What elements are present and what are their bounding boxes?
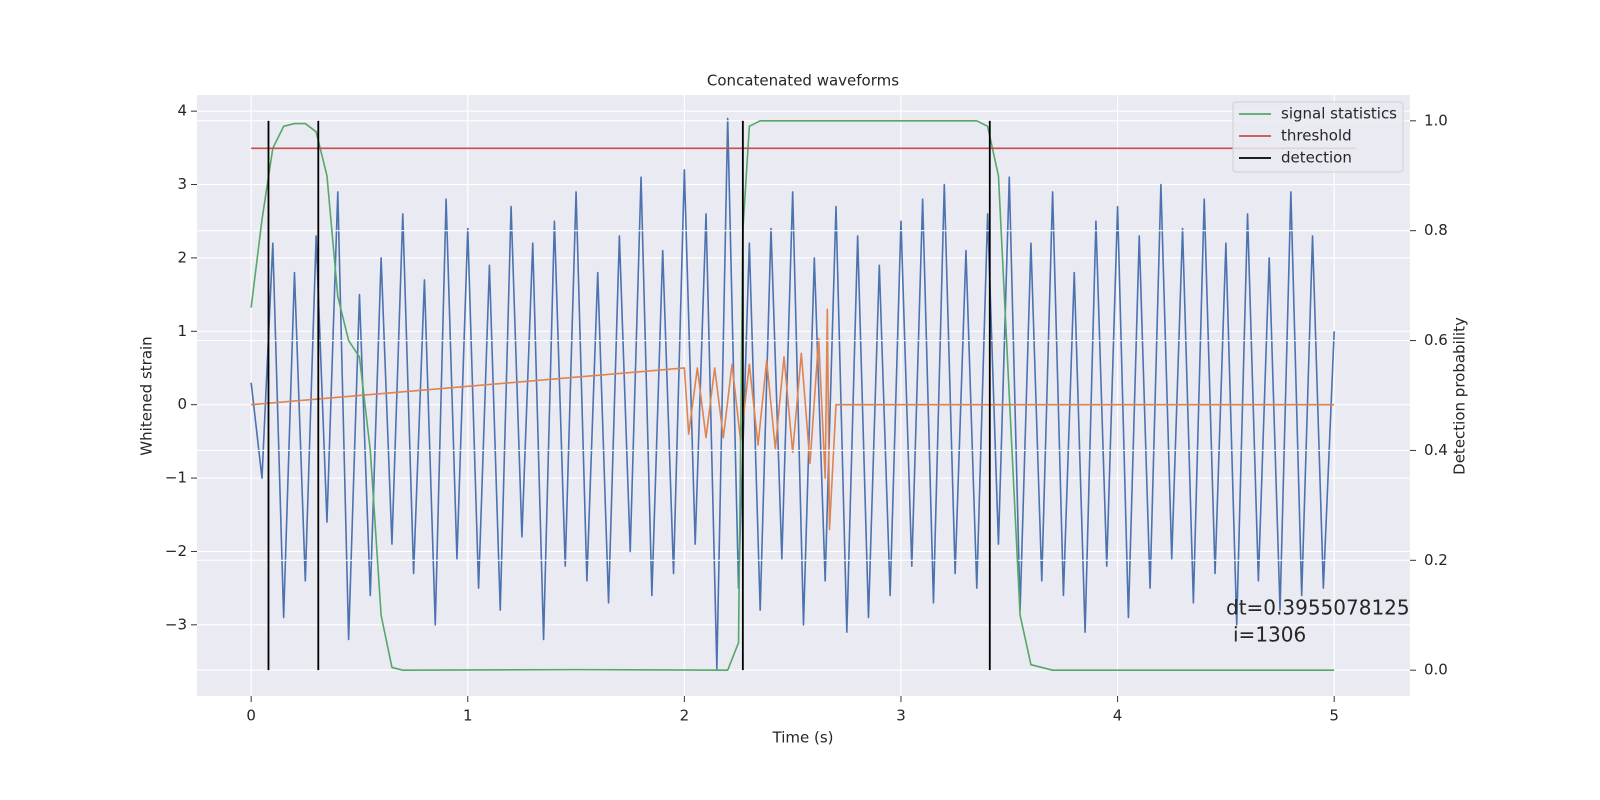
line: [250, 117, 1335, 670]
x-tick-label: 5: [1329, 707, 1339, 725]
line: [250, 120, 1335, 671]
x-tick-label: 4: [1113, 707, 1123, 725]
y-tick-label: 3: [177, 175, 187, 193]
y-axis-label: Whitened strain: [138, 336, 156, 455]
y-tick-label: −1: [165, 469, 187, 487]
x-tick-label: 3: [896, 707, 906, 725]
y-tick-label: −2: [165, 542, 187, 560]
y-tick-label: 0: [177, 395, 187, 413]
annotation: dt=0.3955078125: [1226, 596, 1410, 620]
y2-tick-label: 0.8: [1424, 221, 1448, 239]
y-tick-label: −3: [165, 615, 187, 633]
legend-label: signal statistics: [1281, 105, 1397, 123]
legend-label: detection: [1281, 149, 1352, 167]
y2-tick-label: 0.4: [1424, 441, 1448, 459]
x-tick-label: 2: [680, 707, 690, 725]
y2-tick-label: 0.0: [1424, 661, 1448, 679]
x-axis-label: Time (s): [772, 729, 834, 747]
y-tick-label: 4: [177, 102, 187, 120]
line: [251, 308, 1335, 531]
y2-axis-label: Detection probability: [1451, 317, 1469, 475]
y2-tick-label: 0.6: [1424, 331, 1448, 349]
x-tick-label: 1: [463, 707, 473, 725]
x-tick-label: 0: [246, 707, 256, 725]
legend-label: threshold: [1281, 127, 1352, 145]
chart-title: Concatenated waveforms: [707, 72, 899, 90]
annotation: i=1306: [1233, 623, 1306, 647]
legend-box: [1232, 101, 1404, 173]
y2-tick-label: 0.2: [1424, 551, 1448, 569]
y2-tick-label: 1.0: [1424, 111, 1448, 129]
y-tick-label: 2: [177, 248, 187, 266]
y-tick-label: 1: [177, 322, 187, 340]
